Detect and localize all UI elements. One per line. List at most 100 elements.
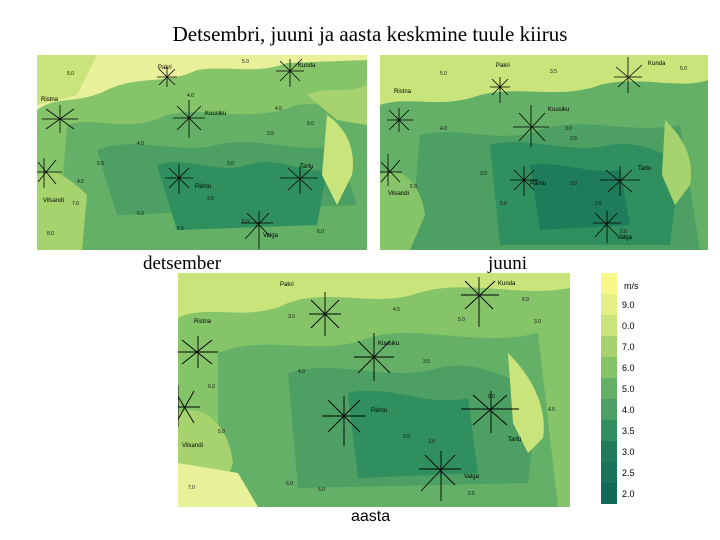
legend: 9.0 0.0 7.0 6.0 5.0 4.0 3.5 3.0 2.5 2.0	[598, 273, 658, 504]
caption-december: detsember	[143, 253, 222, 274]
svg-text:4.5: 4.5	[393, 307, 400, 313]
svg-text:2.5: 2.5	[570, 136, 577, 142]
isoline-labels: 5.0 3.5 3.0 5.0 2.5 3.0 3.5 4.0 5.0 3.0 …	[410, 66, 687, 235]
svg-text:7.0: 7.0	[188, 485, 195, 491]
place-label: Pärnu	[530, 181, 546, 187]
isoline-labels: 5.0 5.0 4.0 4.5 5.0 3.5 3.0 4.0 5.0 4.5 …	[47, 59, 324, 237]
wind-roses	[37, 58, 318, 249]
legend-item: 6.0	[598, 357, 658, 378]
legend-swatch	[601, 273, 617, 294]
legend-label: 9.0	[622, 300, 635, 310]
legend-item	[598, 273, 658, 294]
svg-text:4.0: 4.0	[298, 369, 305, 375]
svg-text:6.0: 6.0	[522, 297, 529, 303]
legend-unit: m/s	[624, 281, 639, 291]
map-june: Pakri Kunda Ristna Kuusiku Tartu Pärnu V…	[380, 55, 708, 250]
svg-text:5.0: 5.0	[318, 487, 325, 493]
place-label: Valga	[617, 235, 633, 241]
svg-text:5.0: 5.0	[440, 71, 447, 77]
svg-text:5.0: 5.0	[97, 161, 104, 167]
svg-text:3.5: 3.5	[267, 131, 274, 137]
legend-swatch	[601, 399, 617, 420]
svg-text:4.5: 4.5	[77, 179, 84, 185]
svg-text:3.5: 3.5	[595, 201, 602, 207]
place-label: Ristna	[41, 97, 59, 103]
legend-item: 2.0	[598, 483, 658, 504]
place-label: Tartu	[300, 164, 313, 170]
page-title: Detsembri, juuni ja aasta keskmine tuule…	[172, 22, 568, 46]
svg-text:3.0: 3.0	[227, 161, 234, 167]
legend-swatch	[601, 294, 617, 315]
map-june-svg: Pakri Kunda Ristna Kuusiku Tartu Pärnu V…	[380, 55, 708, 250]
legend-swatch	[601, 336, 617, 357]
legend-swatch	[601, 378, 617, 399]
place-label: Pärnu	[371, 408, 387, 414]
place-label: Vilsandi	[388, 191, 409, 197]
map-year: Pakri Kunda Ristna Kuusiku Pärnu Tartu V…	[178, 273, 570, 507]
place-label: Kuusiku	[378, 341, 399, 347]
svg-text:5.0: 5.0	[67, 71, 74, 77]
svg-text:3.5: 3.5	[550, 69, 557, 75]
legend-item: 3.5	[598, 420, 658, 441]
svg-text:6.0: 6.0	[242, 219, 249, 225]
caption-year: aasta	[351, 508, 391, 525]
legend-label: 4.0	[622, 405, 635, 415]
place-label: Vilsandi	[182, 443, 203, 449]
svg-text:5.0: 5.0	[307, 121, 314, 127]
wind-roses	[178, 277, 519, 501]
map-december-svg: Pakri Kunda Ristna Kuusiku Tartu Pärnu V…	[37, 55, 367, 250]
place-label: Kunda	[648, 61, 666, 67]
svg-text:6.0: 6.0	[137, 211, 144, 217]
svg-text:2.0: 2.0	[620, 229, 627, 235]
place-label: Pakri	[496, 63, 510, 69]
legend-label: 6.0	[622, 363, 635, 373]
legend-label: 2.5	[622, 468, 635, 478]
svg-text:4.5: 4.5	[548, 407, 555, 413]
svg-text:5.0: 5.0	[242, 59, 249, 65]
legend-swatch	[601, 483, 617, 504]
place-label: Vilsandi	[43, 198, 64, 204]
svg-text:3.0: 3.0	[534, 319, 541, 325]
legend-item: 9.0	[598, 294, 658, 315]
svg-text:5.0: 5.0	[410, 184, 417, 190]
svg-text:2.5: 2.5	[468, 491, 475, 497]
legend-label: 3.5	[622, 426, 635, 436]
legend-label: 7.0	[622, 342, 635, 352]
legend-label: 2.0	[622, 489, 635, 499]
svg-text:5.0: 5.0	[488, 394, 495, 400]
legend-item: 3.0	[598, 441, 658, 462]
legend-label: 0.0	[622, 321, 635, 331]
svg-text:5.0: 5.0	[500, 201, 507, 207]
place-label: Valga	[464, 474, 480, 480]
svg-text:4.5: 4.5	[275, 106, 282, 112]
place-label: Tartu	[638, 166, 651, 172]
place-label: Kuusiku	[548, 107, 569, 113]
svg-text:3.0: 3.0	[288, 314, 295, 320]
svg-text:3.0: 3.0	[428, 439, 435, 445]
place-label: Ristna	[394, 89, 412, 95]
svg-text:4.0: 4.0	[440, 126, 447, 132]
legend-swatch	[601, 357, 617, 378]
svg-text:8.0: 8.0	[47, 231, 54, 237]
svg-text:5.5: 5.5	[177, 226, 184, 232]
map-december: Pakri Kunda Ristna Kuusiku Tartu Pärnu V…	[37, 55, 367, 250]
place-label: Pakri	[158, 65, 172, 71]
legend-item: 0.0	[598, 315, 658, 336]
legend-item: 7.0	[598, 336, 658, 357]
svg-text:5.0: 5.0	[458, 317, 465, 323]
svg-text:7.0: 7.0	[72, 201, 79, 207]
isoline-labels: 6.0 5.0 3.0 3.0 4.5 3.5 5.0 6.0 5.0 4.0 …	[188, 297, 555, 497]
place-label: Valga	[263, 233, 279, 239]
place-label: Kunda	[498, 281, 516, 287]
svg-text:3.0: 3.0	[403, 434, 410, 440]
svg-text:3.5: 3.5	[423, 359, 430, 365]
legend-swatch	[601, 315, 617, 336]
place-label: Kuusiku	[205, 111, 226, 117]
caption-june: juuni	[488, 253, 528, 274]
svg-text:6.0: 6.0	[208, 384, 215, 390]
wind-roses	[380, 57, 643, 243]
legend-label: 5.0	[622, 384, 635, 394]
place-label: Kunda	[298, 63, 316, 69]
place-label: Tartu	[508, 437, 521, 443]
svg-text:5.0: 5.0	[218, 429, 225, 435]
